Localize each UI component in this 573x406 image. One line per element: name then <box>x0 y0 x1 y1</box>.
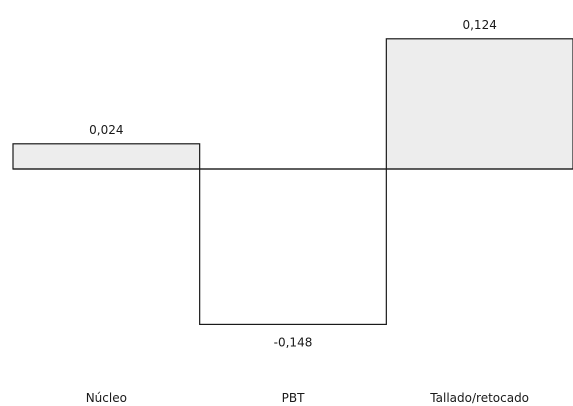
category-labels-group: Núcleo PBT Tallado/retocado <box>86 391 529 405</box>
data-label-0: 0,024 <box>89 123 123 137</box>
data-labels-group: 0,024 -0,148 0,124 <box>89 18 497 350</box>
category-label-1: PBT <box>282 391 305 405</box>
bar-0 <box>12 143 201 170</box>
data-label-2: 0,124 <box>462 18 496 32</box>
data-label-1: -0,148 <box>274 335 313 349</box>
category-label-0: Núcleo <box>86 391 127 405</box>
bar-1 <box>199 168 387 325</box>
category-label-2: Tallado/retocado <box>429 391 529 405</box>
bar-2 <box>385 38 573 170</box>
bars-group <box>12 38 573 325</box>
